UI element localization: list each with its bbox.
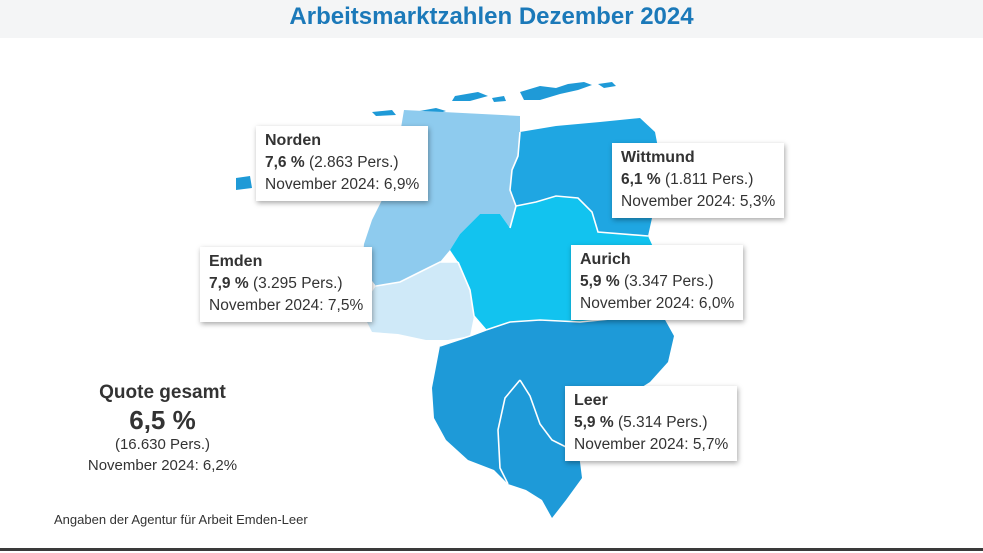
island-7: [236, 176, 252, 190]
region-name-norden: Norden: [265, 132, 321, 149]
region-figures-emden: 7,9 % (3.295 Pers.): [209, 273, 363, 295]
bottom-rule: [0, 548, 983, 551]
region-previous-wittmund: November 2024: 5,3%: [621, 193, 776, 210]
region-rate-wittmund: 6,1 %: [621, 171, 661, 188]
island-3: [372, 110, 396, 116]
region-figures-leer: 5,9 % (5.314 Pers.): [574, 412, 728, 434]
region-persons-norden: (2.863 Pers.): [304, 154, 399, 171]
region-name-leer: Leer: [574, 392, 608, 409]
summary-rate: 6,5 %: [129, 405, 196, 435]
page-title: Arbeitsmarktzahlen Dezember 2024: [289, 3, 694, 30]
region-previous-leer: November 2024: 5,7%: [574, 436, 729, 453]
region-name-wittmund: Wittmund: [621, 149, 695, 166]
callout-leer: Leer 5,9 % (5.314 Pers.) November 2024: …: [565, 386, 738, 461]
region-previous-emden: November 2024: 7,5%: [209, 297, 364, 314]
island-6: [598, 82, 616, 88]
region-previous-norden: November 2024: 6,9%: [265, 176, 420, 193]
region-leer: [432, 318, 674, 518]
region-persons-wittmund: (1.811 Pers.): [660, 171, 754, 188]
region-persons-emden: (3.295 Pers.): [248, 275, 343, 292]
region-rate-aurich: 5,9 %: [580, 273, 620, 290]
region-rate-leer: 5,9 %: [574, 414, 614, 431]
region-persons-leer: (5.314 Pers.): [613, 414, 708, 431]
region-emden: [360, 262, 474, 340]
island-2: [492, 96, 506, 102]
region-figures-aurich: 5,9 % (3.347 Pers.): [580, 271, 734, 293]
region-rate-emden: 7,9 %: [209, 275, 249, 292]
region-previous-aurich: November 2024: 6,0%: [580, 295, 735, 312]
island-1: [452, 92, 488, 101]
region-figures-wittmund: 6,1 % (1.811 Pers.): [621, 169, 775, 191]
region-figures-norden: 7,6 % (2.863 Pers.): [265, 152, 419, 174]
region-name-aurich: Aurich: [580, 251, 631, 268]
summary-panel: Quote gesamt 6,5 % (16.630 Pers.) Novemb…: [60, 380, 265, 476]
callout-wittmund: Wittmund 6,1 % (1.811 Pers.) November 20…: [612, 143, 785, 218]
island-5: [520, 82, 592, 100]
callout-norden: Norden 7,6 % (2.863 Pers.) November 2024…: [256, 126, 429, 201]
callout-emden: Emden 7,9 % (3.295 Pers.) November 2024:…: [200, 247, 373, 322]
summary-label: Quote gesamt: [99, 382, 226, 403]
summary-previous: November 2024: 6,2%: [87, 457, 238, 474]
title-bar: [0, 0, 983, 38]
summary-persons: (16.630 Pers.): [114, 436, 211, 453]
source-note: Angaben der Agentur für Arbeit Emden-Lee…: [54, 512, 308, 527]
callout-aurich: Aurich 5,9 % (3.347 Pers.) November 2024…: [571, 245, 744, 320]
region-rate-norden: 7,6 %: [265, 154, 305, 171]
region-name-emden: Emden: [209, 253, 263, 270]
region-persons-aurich: (3.347 Pers.): [619, 273, 714, 290]
